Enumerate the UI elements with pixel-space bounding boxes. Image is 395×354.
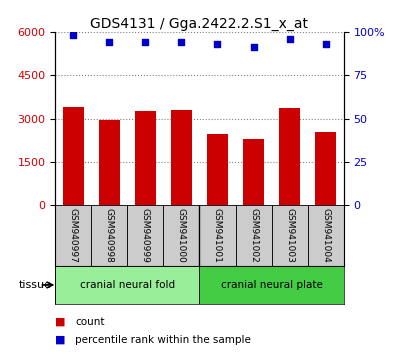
Bar [91, 205, 127, 266]
Bar [55, 266, 199, 304]
Bar [135, 112, 156, 205]
Bar [99, 120, 120, 205]
Text: cranial neural fold: cranial neural fold [80, 280, 175, 290]
Point [178, 39, 184, 45]
Text: ■: ■ [55, 335, 66, 345]
Text: count: count [75, 317, 105, 327]
Bar [243, 139, 264, 205]
Bar [199, 205, 235, 266]
Text: cranial neural plate: cranial neural plate [221, 280, 322, 290]
Text: ■: ■ [55, 317, 66, 327]
Bar [164, 205, 199, 266]
Text: GSM941003: GSM941003 [285, 208, 294, 263]
Text: percentile rank within the sample: percentile rank within the sample [75, 335, 251, 345]
Point [70, 33, 77, 38]
Text: GSM941001: GSM941001 [213, 208, 222, 263]
Bar [207, 135, 228, 205]
Bar [315, 132, 337, 205]
Text: GSM940997: GSM940997 [69, 208, 78, 263]
Bar [127, 205, 164, 266]
Title: GDS4131 / Gga.2422.2.S1_x_at: GDS4131 / Gga.2422.2.S1_x_at [90, 17, 308, 31]
Bar [171, 110, 192, 205]
Point [214, 41, 221, 47]
Bar [62, 107, 84, 205]
Point [106, 39, 113, 45]
Point [286, 36, 293, 42]
Bar [55, 205, 91, 266]
Bar [235, 205, 272, 266]
Bar [279, 108, 300, 205]
Bar [308, 205, 344, 266]
Point [142, 39, 149, 45]
Point [250, 45, 257, 50]
Bar [272, 205, 308, 266]
Text: GSM941004: GSM941004 [321, 208, 330, 263]
Bar [199, 266, 344, 304]
Point [322, 41, 329, 47]
Text: tissue: tissue [18, 280, 51, 290]
Text: GSM941000: GSM941000 [177, 208, 186, 263]
Text: GSM940999: GSM940999 [141, 208, 150, 263]
Text: GSM941002: GSM941002 [249, 208, 258, 263]
Text: GSM940998: GSM940998 [105, 208, 114, 263]
